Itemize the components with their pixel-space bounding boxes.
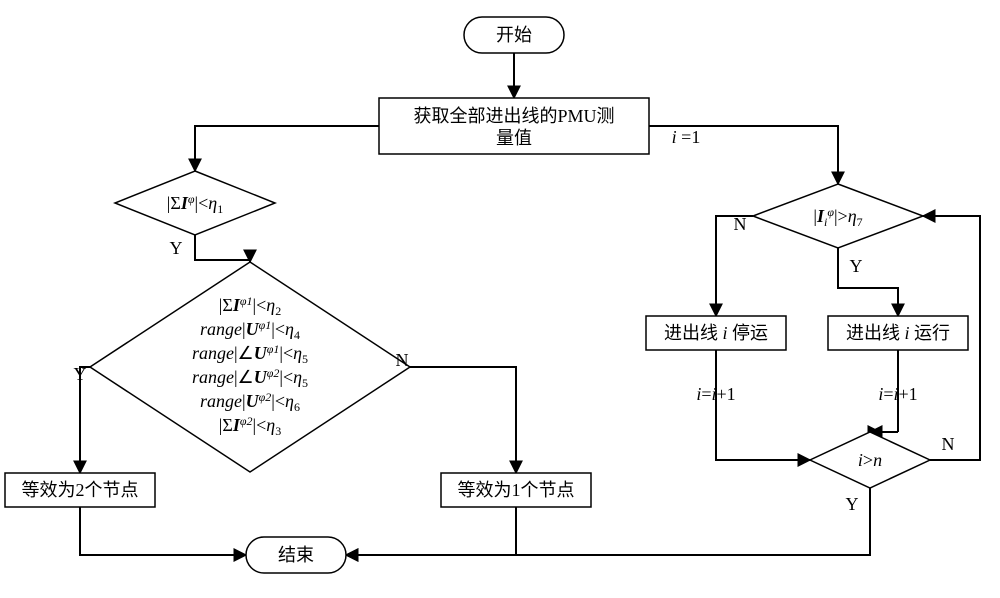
svg-text:开始: 开始 [496,25,532,45]
svg-text:range|∠Uφ2|<η5: range|∠Uφ2|<η5 [192,366,308,390]
svg-text:获取全部进出线的PMU测: 获取全部进出线的PMU测 [413,106,614,126]
svg-text:|ΣIφ|<η1: |ΣIφ|<η1 [167,192,223,216]
edge-label: N [396,350,409,370]
edge-label: Y [74,364,87,384]
edge-label: Y [846,494,859,514]
svg-text:等效为1个节点: 等效为1个节点 [458,480,575,500]
svg-text:range|Uφ1|<η4: range|Uφ1|<η4 [200,318,300,342]
edge-label: i=i+1 [696,384,735,404]
svg-text:range|Uφ2|<η6: range|Uφ2|<η6 [200,390,300,414]
edge-label: N [942,434,955,454]
svg-text:进出线 i 运行: 进出线 i 运行 [846,323,950,343]
svg-text:等效为2个节点: 等效为2个节点 [22,480,139,500]
svg-text:|Iiφ|>η7: |Iiφ|>η7 [813,205,862,229]
svg-text:量值: 量值 [496,128,532,148]
edge-label: i =1 [672,127,701,147]
edge-label: Y [850,256,863,276]
svg-text:结束: 结束 [278,545,314,565]
edge-label: i=i+1 [878,384,917,404]
edge-label: N [734,214,747,234]
svg-text:i>n: i>n [858,450,882,470]
svg-text:range|∠Uφ1|<η5: range|∠Uφ1|<η5 [192,342,308,366]
svg-text:进出线 i 停运: 进出线 i 停运 [664,323,768,343]
edge-label: Y [170,238,183,258]
